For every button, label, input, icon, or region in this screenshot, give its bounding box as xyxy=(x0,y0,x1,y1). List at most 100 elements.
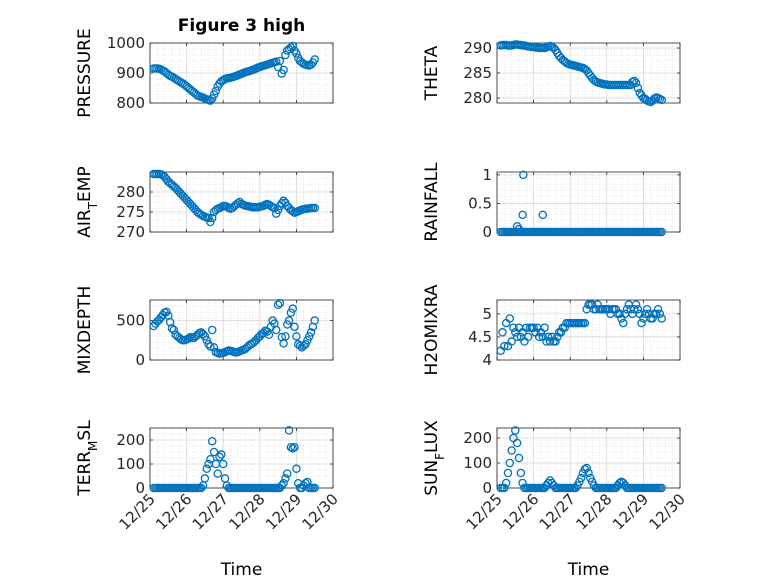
data-point xyxy=(657,314,666,323)
data-point xyxy=(184,334,193,343)
data-point xyxy=(518,210,527,220)
data-point xyxy=(310,55,319,64)
y-tick-label: 0 xyxy=(482,223,492,241)
data-point xyxy=(582,463,591,473)
data-point xyxy=(209,447,219,457)
y-tick-label: 0 xyxy=(135,479,145,497)
data-point xyxy=(279,65,288,75)
data-point xyxy=(198,329,208,339)
data-point xyxy=(200,332,210,341)
data-point xyxy=(511,426,520,435)
data-point xyxy=(292,464,301,474)
x-tick-label: 12/29 xyxy=(262,490,305,533)
y-axis-label: TERRMSL xyxy=(75,420,100,497)
data-point xyxy=(637,318,646,328)
y-axis-label: THETA xyxy=(422,45,442,101)
y-tick-label: 0 xyxy=(135,351,145,369)
data-point xyxy=(505,314,515,323)
subplot-theta: 280 285 290 THETA xyxy=(422,39,681,107)
data-point xyxy=(306,328,316,337)
data-point xyxy=(534,332,544,342)
subplot-mixdepth: 0 500 MIXDEPTH xyxy=(75,286,334,375)
y-axis-label: RAINFALL xyxy=(422,162,442,242)
data-point xyxy=(653,304,663,314)
data-point xyxy=(642,304,652,314)
data-point xyxy=(284,316,294,325)
data-point xyxy=(631,300,641,309)
data-point xyxy=(288,41,297,51)
data-point xyxy=(630,76,639,86)
subplot-rainfall: 0 0.5 1 RAINFALL xyxy=(422,162,681,242)
data-point xyxy=(272,57,281,66)
data-point xyxy=(545,337,555,346)
data-point xyxy=(507,337,516,346)
data-point xyxy=(207,94,217,103)
data-point xyxy=(633,83,643,93)
data-point xyxy=(640,309,650,319)
data-point xyxy=(538,210,548,220)
y-tick-label: 500 xyxy=(116,312,145,330)
data-point xyxy=(200,474,210,483)
data-point xyxy=(584,468,593,478)
y-tick-label: 200 xyxy=(116,431,145,449)
y-tick-label: 100 xyxy=(116,455,145,473)
y-tick-label: 285 xyxy=(463,64,492,82)
data-point xyxy=(580,318,590,328)
y-tick-label: 800 xyxy=(116,94,145,112)
y-axis-label: SUNFLUX xyxy=(422,420,447,496)
data-point xyxy=(281,332,290,341)
data-point xyxy=(507,446,516,455)
data-point xyxy=(543,332,553,342)
x-axis-label: Time xyxy=(220,560,263,580)
data-point xyxy=(529,323,538,332)
y-tick-label: 0.5 xyxy=(468,194,492,212)
data-point xyxy=(196,483,206,493)
data-point xyxy=(286,442,296,452)
data-point xyxy=(206,454,215,464)
data-point xyxy=(284,426,294,435)
data-point xyxy=(303,336,312,345)
data-point xyxy=(500,341,509,351)
data-point xyxy=(275,56,285,66)
data-point xyxy=(301,339,310,349)
data-point xyxy=(207,325,217,335)
data-point xyxy=(310,203,319,213)
data-point xyxy=(282,320,292,329)
data-point xyxy=(501,478,511,488)
axes-box xyxy=(496,299,681,361)
data-point xyxy=(275,298,285,308)
x-tick-label: 12/26 xyxy=(152,490,195,533)
data-point xyxy=(310,316,319,325)
data-point xyxy=(272,325,281,335)
data-point xyxy=(503,468,513,478)
data-point xyxy=(655,309,665,319)
y-axis-label: H2OMIXRA xyxy=(422,284,442,375)
data-point xyxy=(218,459,228,469)
x-tick-label: 12/27 xyxy=(536,490,579,533)
data-point xyxy=(630,304,639,314)
data-point xyxy=(206,96,215,105)
data-point xyxy=(292,332,301,341)
data-point xyxy=(207,213,217,223)
data-point xyxy=(213,469,222,478)
x-tick-label: 12/30 xyxy=(646,490,689,533)
y-tick-label: 290 xyxy=(463,39,492,57)
y-axis-label: MIXDEPTH xyxy=(75,286,95,375)
x-tick-label: 12/29 xyxy=(609,490,652,533)
data-point xyxy=(233,198,243,208)
y-tick-label: 1000 xyxy=(107,34,145,52)
x-axis-label: Time xyxy=(567,560,610,580)
x-tick-label: 12/28 xyxy=(572,490,615,533)
data-point xyxy=(206,342,215,351)
subplot-sun-flux: 0100200SUNFLUX12/2512/2612/2712/2812/291… xyxy=(422,420,689,580)
data-point xyxy=(514,224,524,234)
axes-box xyxy=(496,427,681,489)
data-point xyxy=(657,227,666,237)
data-point xyxy=(512,438,522,448)
x-tick-label: 12/30 xyxy=(299,490,342,533)
data-point xyxy=(282,469,292,478)
data-point xyxy=(615,309,624,319)
subplot-air-temp: 270 275 280 AIRTEMP xyxy=(75,166,334,241)
data-point xyxy=(217,450,226,459)
